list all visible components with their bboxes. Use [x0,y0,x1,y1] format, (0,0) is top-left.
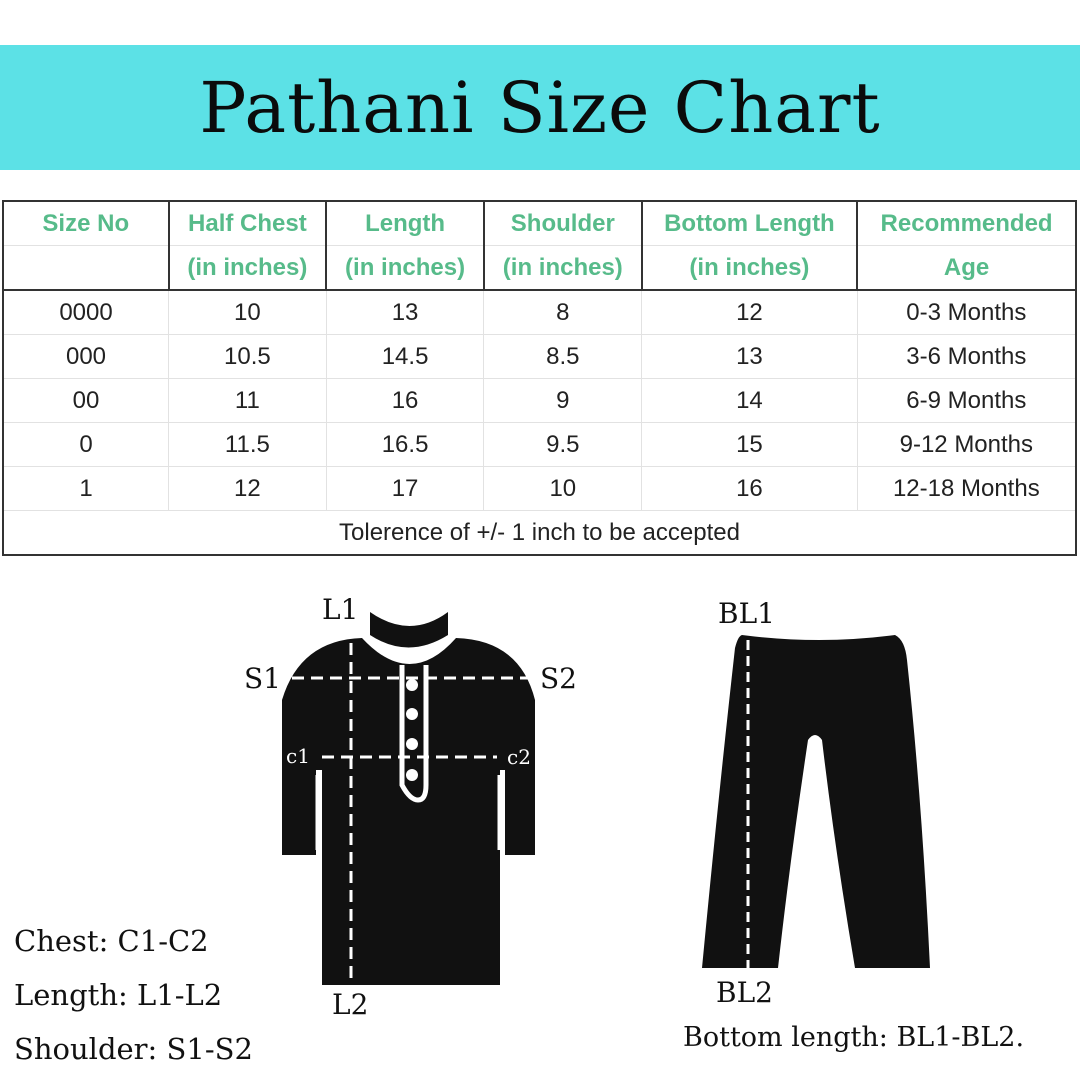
table-row: 00 11 16 9 14 6-9 Months [3,378,1076,423]
table-cell: 10 [168,289,327,335]
header-cell: (in inches) [640,245,858,291]
table-cell: 9 [483,378,642,423]
header-cell: (in inches) [482,245,642,291]
table-cell: 14 [641,378,858,423]
table-cell: 12-18 Months [856,466,1076,511]
table-cell: 14.5 [325,334,484,379]
header-cell: Recommended [856,201,1076,246]
header-row: (in inches) (in inches) (in inches) (in … [3,245,1076,291]
table-cell: 10.5 [168,334,327,379]
table-cell: 0-3 Months [856,289,1076,335]
table-cell: 9.5 [483,422,642,467]
table-cell: 16 [325,378,484,423]
table-cell: 8.5 [483,334,642,379]
table-row: 1 12 17 10 16 12-18 Months [3,466,1076,511]
header-row: Size No Half Chest Length Shoulder Botto… [3,201,1076,246]
table-cell: 8 [483,289,642,335]
header-cell: Length [325,201,484,246]
header-cell: Shoulder [482,201,642,246]
table-cell: 11 [168,378,327,423]
label-c1: c1 [286,744,310,768]
table-cell: 1 [3,466,169,511]
table-row: 000 10.5 14.5 8.5 13 3-6 Months [3,334,1076,379]
table-row: 0000 10 13 8 12 0-3 Months [3,289,1076,335]
label-l2: L2 [332,988,369,1021]
label-s1: S1 [244,662,281,695]
kurta-icon [282,612,535,985]
table-cell: 6-9 Months [856,378,1076,423]
table-cell: 10 [483,466,642,511]
label-c2: c2 [507,745,531,769]
legend-length: Length: L1-L2 [14,978,223,1012]
table-cell: 000 [3,334,169,379]
table-cell: 16 [641,466,858,511]
label-s2: S2 [540,662,577,695]
label-l1: L1 [322,593,359,626]
header-cell: (in inches) [167,245,327,291]
table-cell: 0000 [3,289,169,335]
table-cell: 11.5 [168,422,327,467]
header-cell: (in inches) [325,245,484,291]
header-cell: Bottom Length [640,201,858,246]
legend-chest: Chest: C1-C2 [14,924,209,958]
table-cell: 0 [3,422,169,467]
table-cell: 12 [168,466,327,511]
table-cell: 13 [641,334,858,379]
label-bl1: BL1 [718,597,775,630]
table-row: 0 11.5 16.5 9.5 15 9-12 Months [3,422,1076,467]
table-cell: 00 [3,378,169,423]
header-cell: Size No [3,201,169,246]
legend-bottom-length: Bottom length: BL1-BL2. [683,1022,1025,1053]
table-cell: 12 [641,289,858,335]
page-title: Pathani Size Chart [199,66,881,149]
table-cell: 15 [641,422,858,467]
table-cell: 9-12 Months [856,422,1076,467]
title-banner: Pathani Size Chart [0,45,1080,170]
header-cell: Half Chest [167,201,327,246]
pants-icon [702,635,930,968]
legend-shoulder: Shoulder: S1-S2 [14,1032,253,1066]
header-cell [3,245,169,291]
table-cell: 3-6 Months [856,334,1076,379]
table-cell: 17 [325,466,484,511]
label-bl2: BL2 [716,976,773,1009]
header-cell: Age [856,245,1076,291]
table-cell: 13 [325,289,484,335]
footer-row: Tolerence of +/- 1 inch to be accepted [3,510,1076,555]
size-table: Size No Half Chest Length Shoulder Botto… [2,200,1077,556]
table-cell: 16.5 [325,422,484,467]
tolerance-note: Tolerence of +/- 1 inch to be accepted [3,510,1076,555]
